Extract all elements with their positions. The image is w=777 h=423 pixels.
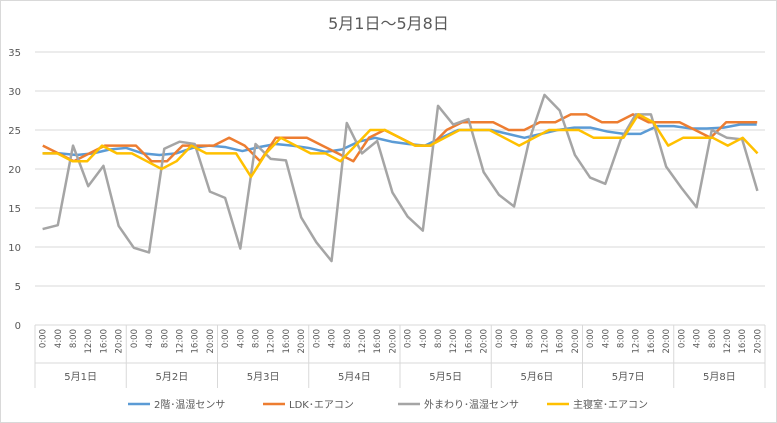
x-tick-label: 12:00 — [540, 329, 550, 354]
day-label: 5月8日 — [703, 371, 736, 383]
x-tick-label: 0:00 — [586, 329, 596, 348]
x-tick-label: 0:00 — [677, 329, 687, 348]
day-label: 5月4日 — [338, 371, 371, 383]
y-tick-label: 0 — [15, 321, 21, 332]
x-tick-label: 12:00 — [632, 329, 642, 354]
series-line — [43, 123, 757, 157]
x-tick-label: 20:00 — [571, 329, 581, 354]
day-label: 5月5日 — [429, 371, 462, 383]
x-tick-label: 16:00 — [647, 329, 657, 354]
legend-label: 2階･温湿センサ — [154, 399, 225, 411]
x-tick-label: 0:00 — [495, 329, 505, 348]
y-tick-label: 10 — [8, 243, 21, 254]
x-tick-label: 20:00 — [115, 329, 125, 354]
x-tick-label: 4:00 — [54, 329, 64, 348]
x-axis: 0:00 4:00 8:00 12:00 16:00 20:00 5月1日 0:00 4:00 8… — [34, 325, 766, 388]
x-tick-label: 4:00 — [419, 329, 429, 348]
y-axis-ticks: 0 5 10 15 20 25 30 35 — [8, 48, 21, 332]
chart-title: 5月1日～5月8日 — [328, 14, 449, 33]
x-tick-label: 20:00 — [388, 329, 398, 354]
x-tick-label: 16:00 — [191, 329, 201, 354]
x-tick-label: 0:00 — [221, 329, 231, 348]
x-tick-label: 20:00 — [206, 329, 216, 354]
day-label: 5月6日 — [521, 371, 554, 383]
x-tick-label: 20:00 — [297, 329, 307, 354]
x-tick-label: 12:00 — [358, 329, 368, 354]
x-tick-label: 20:00 — [480, 329, 490, 354]
day-label: 5月3日 — [247, 371, 280, 383]
x-tick-label: 4:00 — [236, 329, 246, 348]
x-tick-label: 4:00 — [693, 329, 703, 348]
series-lines — [42, 93, 759, 263]
x-tick-label: 20:00 — [662, 329, 672, 354]
day-label: 5月1日 — [64, 371, 97, 383]
x-tick-label: 12:00 — [84, 329, 94, 354]
x-tick-label: 8:00 — [617, 329, 627, 348]
x-tick-label: 20:00 — [753, 329, 763, 354]
x-tick-label: 12:00 — [723, 329, 733, 354]
legend-label: 外まわり･温湿センサ — [424, 399, 519, 411]
x-tick-label: 16:00 — [282, 329, 292, 354]
y-tick-label: 20 — [8, 165, 21, 176]
x-tick-label: 0:00 — [130, 329, 140, 348]
y-tick-label: 30 — [8, 87, 21, 98]
x-tick-label: 8:00 — [160, 329, 170, 348]
x-tick-label: 16:00 — [738, 329, 748, 354]
x-tick-label: 0:00 — [39, 329, 49, 348]
day-label: 5月2日 — [156, 371, 189, 383]
x-tick-label: 4:00 — [145, 329, 155, 348]
x-tick-label: 4:00 — [510, 329, 520, 348]
x-tick-label: 12:00 — [267, 329, 277, 354]
gridlines — [35, 51, 765, 326]
x-tick-label: 12:00 — [449, 329, 459, 354]
y-tick-label: 35 — [8, 48, 21, 59]
x-tick-label: 8:00 — [252, 329, 262, 348]
x-tick-label: 4:00 — [328, 329, 338, 348]
y-tick-label: 5 — [15, 282, 21, 293]
x-tick-label: 16:00 — [99, 329, 109, 354]
series-line — [42, 113, 759, 179]
legend: 2階･温湿センサ LDK･エアコン 外まわり･温湿センサ 主寝室･エアコン — [128, 398, 648, 411]
y-tick-label: 25 — [8, 126, 21, 137]
x-tick-label: 16:00 — [556, 329, 566, 354]
x-tick-label: 0:00 — [312, 329, 322, 348]
x-tick-label: 12:00 — [175, 329, 185, 354]
x-tick-label: 16:00 — [373, 329, 383, 354]
x-tick-label: 8:00 — [343, 329, 353, 348]
x-tick-label: 8:00 — [69, 329, 79, 348]
day-label: 5月7日 — [612, 371, 645, 383]
y-tick-label: 15 — [8, 204, 21, 215]
x-tick-label: 8:00 — [708, 329, 718, 348]
x-tick-label: 8:00 — [525, 329, 535, 348]
legend-label: LDK･エアコン — [289, 400, 354, 411]
x-tick-label: 4:00 — [601, 329, 611, 348]
legend-label: 主寝室･エアコン — [573, 398, 648, 411]
x-tick-label: 8:00 — [434, 329, 444, 348]
x-tick-label: 16:00 — [464, 329, 474, 354]
x-tick-label: 0:00 — [404, 329, 414, 348]
